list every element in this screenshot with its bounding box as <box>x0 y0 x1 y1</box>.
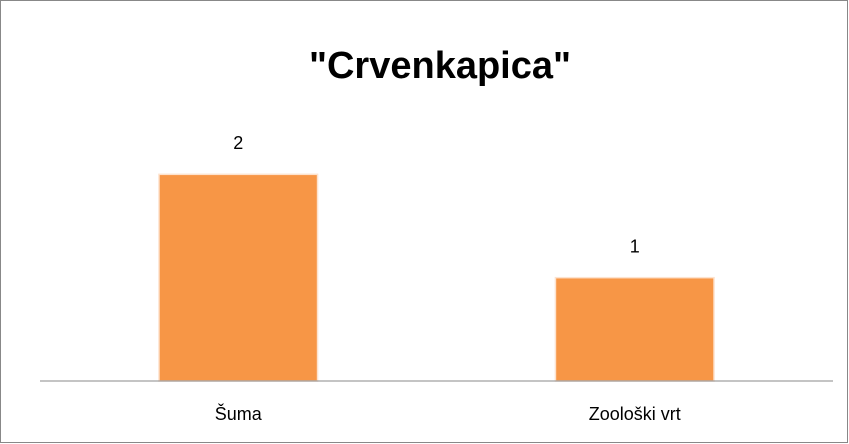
x-tick-label: Zoološki vrt <box>589 404 681 424</box>
x-tick-label: Šuma <box>215 403 263 424</box>
data-label: 1 <box>630 236 640 256</box>
data-label: 2 <box>233 133 243 153</box>
bar <box>554 276 715 382</box>
bar <box>158 173 319 382</box>
chart-title: "Crvenkapica" <box>309 45 571 87</box>
